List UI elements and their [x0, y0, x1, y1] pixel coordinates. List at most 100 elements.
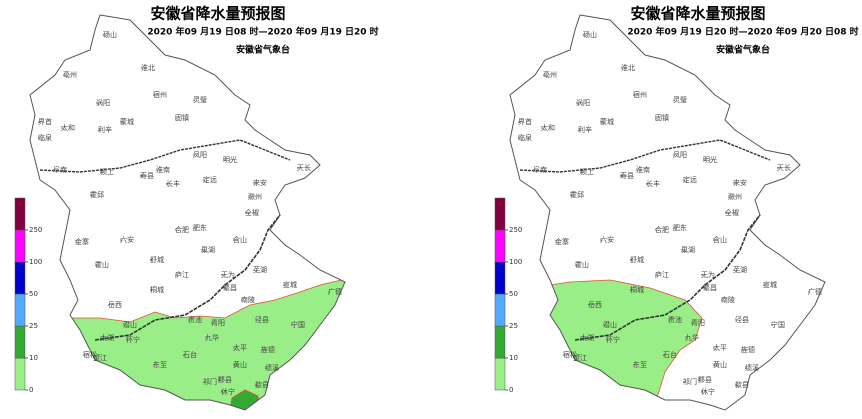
place-name: 南陵	[721, 295, 735, 304]
place-name: 岳西	[588, 301, 602, 309]
place-name: 明光	[703, 155, 717, 164]
place-dot	[153, 94, 155, 96]
place-name: 怀宁	[126, 335, 140, 344]
place-dot	[771, 324, 773, 326]
place-dot	[808, 291, 810, 293]
place-name: 金寨	[555, 237, 569, 246]
place-dot	[120, 121, 122, 123]
province-outline	[29, 14, 346, 411]
place-name: 霍山	[575, 260, 589, 269]
place-dot	[63, 74, 65, 76]
place-dot	[126, 339, 128, 341]
place-dot	[646, 183, 648, 185]
place-name: 淮南	[636, 165, 650, 174]
huai-river	[519, 139, 771, 173]
place-name: 来安	[253, 178, 267, 187]
place-name: 绩溪	[745, 363, 759, 372]
place-name: 黟县	[218, 375, 232, 384]
place-name: 固镇	[175, 113, 189, 122]
place-name: 宁国	[291, 320, 305, 329]
place-name: 繁昌	[223, 283, 237, 292]
place-dot	[741, 349, 743, 351]
place-name: 桐城	[630, 285, 644, 294]
map-title: 安徽省降水量预报图	[150, 5, 285, 23]
place-dot	[588, 304, 590, 306]
place-name: 寿县	[140, 171, 154, 180]
place-name: 舒城	[630, 255, 644, 264]
place-name: 全椒	[245, 208, 259, 217]
place-name: 凤阳	[673, 150, 687, 159]
place-name: 泾县	[255, 316, 269, 324]
legend-swatch	[494, 229, 506, 263]
place-name: 太湖	[580, 333, 594, 342]
place-name: 亳州	[543, 70, 557, 79]
place-dot	[255, 384, 257, 386]
place-name: 休宁	[701, 387, 715, 396]
place-dot	[193, 99, 195, 101]
place-dot	[543, 74, 545, 76]
place-dot	[698, 379, 700, 381]
place-name: 亳州	[63, 70, 77, 79]
place-name: 淮北	[141, 63, 155, 72]
legend-swatch	[494, 325, 506, 359]
place-dot	[193, 227, 195, 229]
place-name: 九华	[205, 333, 219, 342]
place-name: 长丰	[646, 179, 660, 188]
province-outline	[509, 14, 826, 411]
legend-swatch	[494, 357, 506, 391]
legend-swatch	[494, 293, 506, 327]
place-dot	[253, 269, 255, 271]
place-name: 太平	[713, 343, 727, 352]
place-dot	[555, 241, 557, 243]
place-dot	[685, 337, 687, 339]
place-dot	[630, 289, 632, 291]
legend-swatch	[14, 197, 26, 231]
place-name: 石台	[183, 350, 197, 359]
place-name: 潜山	[603, 320, 617, 329]
place-dot	[580, 337, 582, 339]
place-dot	[221, 391, 223, 393]
place-dot	[245, 212, 247, 214]
place-name: 巢湖	[681, 245, 695, 254]
place-dot	[261, 349, 263, 351]
place-name: 泾县	[735, 316, 749, 324]
legend-swatch	[494, 261, 506, 295]
place-dot	[691, 322, 693, 324]
legend-swatch	[494, 197, 506, 231]
place-name: 望江	[93, 353, 107, 362]
place-name: 六安	[120, 235, 134, 244]
place-dot	[193, 154, 195, 156]
issuer: 安徽省气象台	[236, 44, 290, 56]
place-name: 潜山	[123, 320, 137, 329]
place-dot	[745, 367, 747, 369]
place-name: 广德	[328, 287, 342, 296]
place-dot	[721, 299, 723, 301]
place-name: 利辛	[578, 125, 592, 134]
map-title: 安徽省降水量预报图	[630, 5, 765, 23]
place-dot	[203, 381, 205, 383]
place-name: 旌德	[741, 345, 755, 354]
place-dot	[140, 175, 142, 177]
place-name: 灵璧	[193, 95, 207, 104]
place-dot	[655, 229, 657, 231]
place-name: 砀山	[583, 30, 597, 39]
place-name: 固镇	[655, 113, 669, 122]
place-dot	[655, 117, 657, 119]
place-name: 蒙城	[120, 117, 134, 126]
place-name: 祁门	[203, 377, 217, 386]
place-dot	[683, 381, 685, 383]
yangtze-river	[574, 214, 761, 341]
place-dot	[573, 357, 575, 359]
place-dot	[735, 384, 737, 386]
place-dot	[620, 175, 622, 177]
place-name: 砀山	[103, 30, 117, 39]
place-name: 涡阳	[96, 98, 110, 107]
place-name: 太和	[61, 123, 75, 132]
legend-label: 25	[509, 322, 518, 330]
place-name: 界首	[518, 117, 532, 126]
place-dot	[103, 34, 105, 36]
place-dot	[600, 121, 602, 123]
legend-swatch	[14, 325, 26, 359]
place-dot	[265, 367, 267, 369]
place-name: 岳西	[108, 301, 122, 309]
